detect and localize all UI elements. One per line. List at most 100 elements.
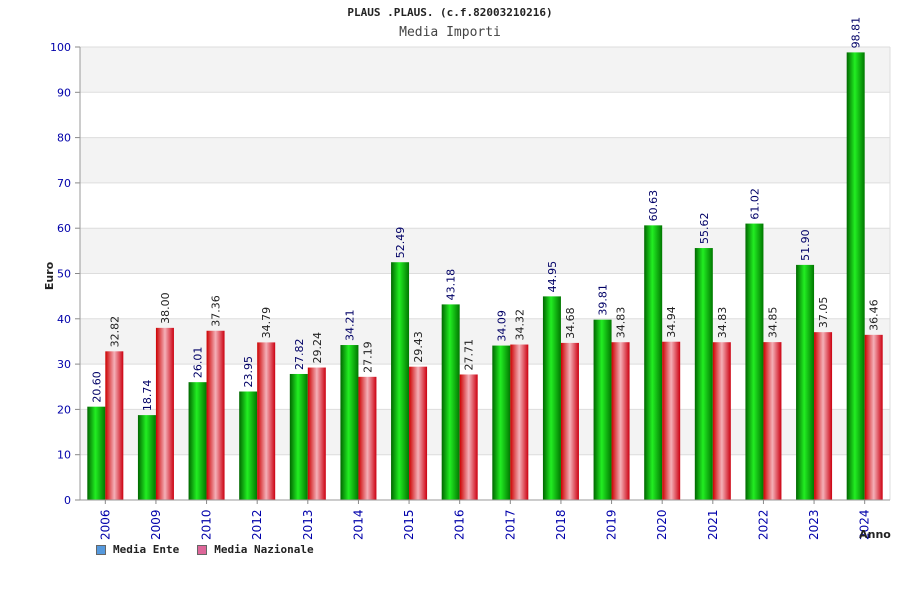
y-axis: 0 10 20 30 40 50 60 70 80 90 100 <box>50 41 891 507</box>
bar-ente <box>289 373 308 500</box>
data-label: 60.63 <box>647 190 660 222</box>
bar-nazionale <box>560 342 579 500</box>
data-label: 98.81 <box>850 17 863 49</box>
bar-nazionale <box>459 374 478 500</box>
bar-nazionale <box>155 327 174 500</box>
data-label: 44.95 <box>546 261 559 293</box>
bar-ente <box>391 262 410 500</box>
y-tick-label: 20 <box>57 403 71 416</box>
x-tick-label: 2016 <box>453 509 467 540</box>
bar-ente <box>188 382 207 500</box>
data-label: 29.24 <box>311 332 324 364</box>
data-label: 37.36 <box>210 295 223 327</box>
bar-ente <box>542 296 561 500</box>
grid-bands <box>80 46 890 501</box>
x-tick-label: 2020 <box>655 509 669 540</box>
data-label: 27.71 <box>463 339 476 371</box>
data-label: 34.94 <box>665 306 678 338</box>
legend-swatch-ente <box>96 544 106 555</box>
legend-item-ente: Media Ente <box>96 543 179 556</box>
legend-item-nazionale: Media Nazionale <box>197 543 314 556</box>
chart-subtitle: Media Importi <box>399 25 501 40</box>
bar-nazionale <box>358 376 377 500</box>
legend-label-nazionale: Media Nazionale <box>214 543 314 556</box>
y-tick-label: 0 <box>64 494 71 507</box>
x-tick-label: 2012 <box>250 509 264 540</box>
bar-ente <box>694 248 713 500</box>
y-tick-label: 60 <box>57 222 71 235</box>
data-label: 34.79 <box>260 307 273 339</box>
bar-nazionale <box>257 342 276 500</box>
data-label: 27.19 <box>361 341 374 373</box>
bar-ente <box>441 304 460 500</box>
data-label: 34.21 <box>343 310 356 342</box>
legend-label-ente: Media Ente <box>113 543 180 556</box>
x-tick-label: 2023 <box>807 509 821 540</box>
bar-ente <box>340 345 359 500</box>
bar-nazionale <box>864 334 883 500</box>
bar-nazionale <box>206 330 225 500</box>
data-label: 34.83 <box>716 307 729 339</box>
data-label: 37.05 <box>817 297 830 329</box>
data-label: 51.90 <box>799 229 812 261</box>
bar-nazionale <box>712 342 731 500</box>
data-label: 52.49 <box>394 227 407 259</box>
data-label: 32.82 <box>108 316 121 348</box>
x-tick-label: 2022 <box>756 509 770 540</box>
data-label: 36.46 <box>868 299 881 331</box>
bar-ente <box>137 415 156 500</box>
bar-nazionale <box>611 342 630 500</box>
data-label: 27.82 <box>293 338 306 370</box>
data-label: 29.43 <box>412 331 425 363</box>
data-label: 18.74 <box>141 380 154 412</box>
bar-ente <box>239 391 258 500</box>
data-label: 43.18 <box>445 269 458 301</box>
data-label: 34.68 <box>564 307 577 339</box>
bar-nazionale <box>662 341 681 500</box>
data-label: 26.01 <box>192 347 205 379</box>
bar-ente <box>593 319 612 500</box>
bar-ente <box>87 406 106 500</box>
bars: 20.60 32.82 18.74 38.00 26.01 37.36 23.95 34.79… <box>87 17 883 501</box>
y-tick-label: 100 <box>50 41 71 54</box>
y-tick-label: 10 <box>57 449 71 462</box>
grid-band <box>80 228 890 274</box>
y-tick-label: 90 <box>57 86 71 99</box>
x-tick-label: 2024 <box>858 509 872 540</box>
bar-nazionale <box>409 366 428 500</box>
data-label: 34.85 <box>766 307 779 339</box>
bar-nazionale <box>763 342 782 500</box>
data-label: 20.60 <box>90 371 103 403</box>
x-tick-label: 2018 <box>554 509 568 540</box>
y-tick-label: 40 <box>57 313 71 326</box>
bar-ente <box>644 225 663 500</box>
data-label: 55.62 <box>698 213 711 245</box>
data-label: 39.81 <box>597 284 610 316</box>
legend: Media Ente Media Nazionale <box>96 543 314 556</box>
bar-nazionale <box>105 351 124 500</box>
data-label: 38.00 <box>159 292 172 324</box>
bar-ente <box>796 264 815 500</box>
x-tick-label: 2006 <box>98 509 112 540</box>
x-tick-label: 2010 <box>200 509 214 540</box>
x-tick-label: 2017 <box>503 509 517 540</box>
y-axis-label: Euro <box>43 261 56 290</box>
y-tick-label: 70 <box>57 177 71 190</box>
bar-nazionale <box>510 344 529 500</box>
data-label: 34.83 <box>615 307 628 339</box>
y-tick-label: 30 <box>57 358 71 371</box>
x-tick-label: 2009 <box>149 509 163 540</box>
x-tick-label: 2019 <box>605 509 619 540</box>
data-label: 34.09 <box>495 310 508 342</box>
x-tick-label: 2015 <box>402 509 416 540</box>
bar-nazionale <box>814 332 833 500</box>
data-label: 61.02 <box>748 188 761 220</box>
x-tick-label: 2021 <box>706 509 720 540</box>
data-label: 34.32 <box>513 309 526 341</box>
x-axis: 2006 2009 2010 2012 2013 2014 2015 2016 2017 2018… <box>80 499 890 540</box>
bar-ente <box>745 223 764 500</box>
chart-title: PLAUS .PLAUS. (c.f.82003210216) <box>347 6 553 19</box>
grid-band <box>80 137 890 183</box>
bar-nazionale <box>307 367 326 500</box>
